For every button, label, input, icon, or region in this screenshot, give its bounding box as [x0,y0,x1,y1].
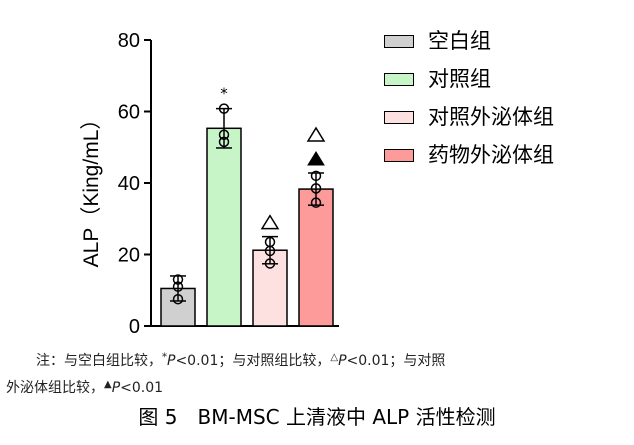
legend-item: 对照组 [384,64,491,94]
note-p-1: P [167,353,176,369]
data-point [310,183,322,194]
data-point [310,170,322,182]
figure-caption: 图 5 BM-MSC 上清液中 ALP 活性检测 [138,405,496,429]
data-point [264,258,276,269]
significance-asterisk: * [220,85,228,103]
note-line-2: 外泌体组比较，▲P<0.01 [6,373,628,400]
y-tick-label: 80 [118,30,140,52]
data-point [310,197,322,208]
asterisk-symbol: * [162,352,167,363]
legend-swatch [384,148,414,162]
note-text-exosome: 外泌体组比较， [6,380,104,396]
bar [160,287,196,327]
legend-swatch [384,72,414,86]
y-tick-label: 40 [118,173,140,195]
legend-swatch [384,34,414,48]
data-point [264,245,276,257]
legend-label: 药物外泌体组 [428,143,554,167]
note-p-3: P [111,380,121,396]
bar [206,127,242,327]
open-triangle-marker [306,126,326,142]
note-value-1: <0.01；与对照组比较， [175,353,331,369]
filled-triangle-marker [307,151,325,166]
data-point [172,293,184,305]
data-point [218,103,230,114]
chart-axes: 0 20 40 60 80 [118,30,339,338]
legend-label: 对照外泌体组 [428,105,554,129]
data-point [172,281,184,292]
figure-note: 注：与空白组比较，*P<0.01；与对照组比较，△P<0.01；与对照 外泌体组… [6,346,628,400]
bar-chart: 0 20 40 60 80 * ALP（King/mL） [80,30,339,338]
y-tick-label: 0 [129,316,140,338]
chart-marks: * [220,85,326,230]
legend-label: 对照组 [428,67,491,91]
data-point [218,129,230,140]
note-p-2: P [338,353,347,369]
legend-item: 对照外泌体组 [384,102,554,132]
open-triangle-marker [260,214,280,230]
open-triangle-symbol: △ [330,352,339,363]
legend-item: 空白组 [384,26,491,56]
note-text-blank: 注：与空白组比较， [36,353,162,369]
note-value-2: <0.01；与对照 [346,353,446,369]
legend-label: 空白组 [428,29,491,53]
data-point [172,274,184,285]
chart-bars [160,103,334,327]
bar [298,188,334,327]
y-tick-label: 20 [118,245,140,267]
note-value-3: <0.01 [120,380,164,396]
note-line-1: 注：与空白组比较，*P<0.01；与对照组比较，△P<0.01；与对照 [6,346,628,373]
y-axis-label: ALP（King/mL） [80,109,103,268]
legend-swatch [384,110,414,124]
legend-item: 药物外泌体组 [384,140,554,170]
data-point [218,136,230,148]
filled-triangle-symbol: ▲ [104,379,112,390]
y-tick-label: 60 [118,102,140,124]
